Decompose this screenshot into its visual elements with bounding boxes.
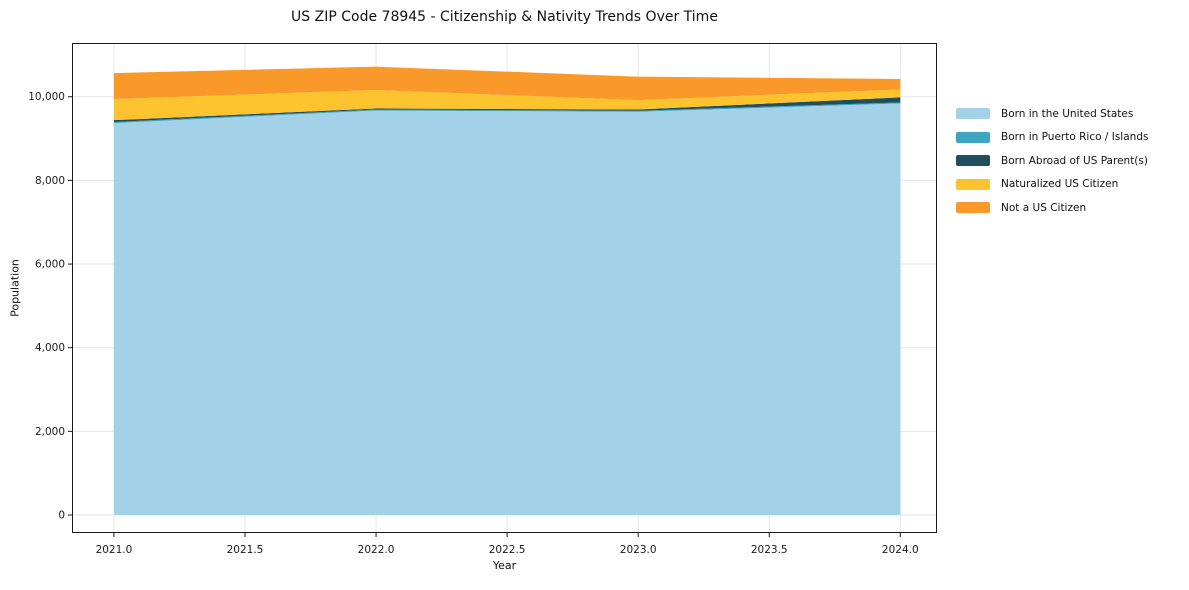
x-axis-label: Year — [492, 559, 517, 572]
y-tick-label: 0 — [58, 510, 65, 522]
legend: Born in the United States Born in Puerto … — [956, 102, 1148, 220]
x-tick-label: 2023.5 — [751, 544, 788, 556]
chart-title: US ZIP Code 78945 - Citizenship & Nativi… — [291, 9, 718, 25]
legend-swatch-icon — [956, 108, 990, 120]
x-tick-label: 2024.0 — [882, 544, 919, 556]
legend-swatch-icon — [956, 131, 990, 143]
y-tick-label: 2,000 — [35, 426, 65, 438]
legend-label: Born in Puerto Rico / Islands — [1001, 131, 1149, 144]
stacked-areas — [113, 66, 901, 516]
y-tick-label: 6,000 — [35, 259, 65, 271]
legend-label: Not a US Citizen — [1001, 201, 1087, 214]
x-tick-label: 2022.5 — [489, 544, 526, 556]
legend-swatch-icon — [956, 155, 990, 167]
legend-label: Born Abroad of US Parent(s) — [1001, 154, 1148, 167]
x-tick-label: 2023.0 — [620, 544, 657, 556]
y-axis-label: Population — [8, 259, 22, 317]
area-series-0 — [113, 103, 901, 516]
legend-swatch-icon — [956, 202, 990, 214]
axis-ticks — [68, 96, 901, 537]
area-series-3 — [113, 89, 901, 121]
x-tick-label: 2021.0 — [96, 544, 133, 556]
plot-border — [72, 43, 937, 533]
x-tick-label: 2022.0 — [358, 544, 395, 556]
legend-item-1: Born in Puerto Rico / Islands — [956, 126, 1148, 150]
legend-item-0: Born in the United States — [956, 102, 1148, 126]
legend-item-3: Naturalized US Citizen — [956, 173, 1148, 197]
y-tick-label: 4,000 — [35, 342, 65, 354]
y-tick-label: 10,000 — [28, 91, 65, 103]
legend-swatch-icon — [956, 178, 990, 190]
axis-tick-labels: 2021.0 2021.5 2022.0 2022.5 2023.0 2023.5 2024… — [28, 91, 918, 556]
legend-label: Born in the United States — [1001, 107, 1134, 120]
area-series-4 — [113, 66, 901, 101]
area-series-2 — [113, 97, 901, 123]
legend-item-2: Born Abroad of US Parent(s) — [956, 149, 1148, 173]
x-tick-label: 2021.5 — [227, 544, 264, 556]
legend-label: Naturalized US Citizen — [1001, 178, 1119, 191]
legend-item-4: Not a US Citizen — [956, 196, 1148, 220]
y-tick-label: 8,000 — [35, 175, 65, 187]
